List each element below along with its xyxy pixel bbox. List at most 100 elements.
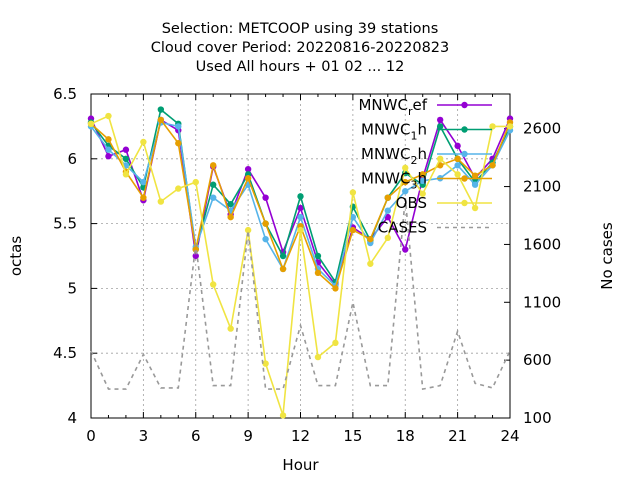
- data-point: [105, 146, 112, 153]
- legend-label-main: MNWC: [361, 170, 410, 188]
- data-point: [210, 162, 217, 169]
- data-point: [314, 353, 322, 361]
- legend-label: MNWC1h: [361, 121, 427, 143]
- legend-label-main: OBS: [396, 194, 427, 212]
- data-point: [122, 171, 130, 178]
- legend-label-main: CASES: [378, 219, 427, 237]
- data-point: [332, 285, 339, 292]
- data-point: [227, 213, 234, 221]
- legend-label: MNWC2h: [361, 145, 427, 167]
- data-point: [489, 123, 496, 130]
- y-tick-label: 5: [67, 279, 77, 297]
- data-point: [175, 140, 182, 147]
- data-point: [349, 213, 357, 221]
- data-point: [454, 142, 461, 150]
- data-point: [402, 164, 409, 172]
- data-point: [384, 194, 391, 201]
- legend-label-sub: 1: [410, 130, 417, 143]
- data-point: [436, 123, 444, 130]
- data-point: [157, 106, 165, 113]
- data-point: [175, 123, 182, 130]
- legend-label: CASES: [378, 219, 427, 237]
- data-point: [314, 269, 322, 277]
- legend-label: MNWCref: [358, 96, 427, 118]
- x-tick-label: 24: [500, 427, 519, 445]
- data-point: [297, 213, 304, 221]
- y2-axis-label: No cases: [598, 222, 616, 290]
- y2-tick-label: 2100: [523, 178, 561, 196]
- series-line: [90, 198, 511, 391]
- y-tick-label: 6.5: [53, 85, 77, 103]
- legend-label-rest: ef: [412, 96, 427, 114]
- data-point: [419, 190, 426, 197]
- data-point: [227, 325, 234, 332]
- data-point: [471, 172, 479, 179]
- legend-label-main: MNWC: [358, 96, 407, 114]
- data-point: [367, 260, 374, 267]
- x-tick-label: 21: [448, 427, 467, 445]
- data-point: [436, 155, 444, 162]
- y2-tick-label: 2600: [523, 120, 561, 138]
- legend-marker: [461, 175, 468, 182]
- series-mnwc-r: [87, 115, 514, 288]
- data-point: [244, 175, 252, 182]
- legend-item: CASES: [378, 219, 492, 237]
- data-point: [436, 116, 444, 124]
- legend-label: OBS: [396, 194, 427, 212]
- data-point: [489, 162, 496, 169]
- x-tick-label: 18: [396, 427, 415, 445]
- y2-tick-label: 1100: [523, 293, 561, 311]
- data-point: [384, 213, 391, 221]
- data-point: [140, 178, 147, 186]
- data-point: [262, 235, 269, 243]
- data-point: [279, 252, 287, 260]
- data-point: [87, 120, 95, 128]
- series-cases: [90, 198, 511, 391]
- data-point: [105, 153, 112, 160]
- series-obs: [87, 112, 514, 419]
- legend-label-main: MNWC: [361, 121, 410, 139]
- data-point: [471, 204, 479, 212]
- data-point: [210, 194, 217, 201]
- data-point: [297, 193, 304, 200]
- legend-item: MNWC2h: [361, 145, 492, 167]
- data-point: [262, 220, 269, 227]
- data-point: [210, 281, 217, 288]
- legend-label-main: MNWC: [361, 145, 410, 163]
- legend-item: MNWC1h: [361, 121, 492, 143]
- data-point: [384, 207, 391, 214]
- x-axis-label: Hour: [282, 456, 319, 474]
- x-tick-label: 12: [291, 427, 310, 445]
- data-point: [402, 178, 409, 186]
- data-point: [279, 265, 287, 273]
- data-point: [140, 138, 147, 146]
- legend-label-sub: 2: [410, 154, 417, 167]
- x-tick-label: 3: [139, 427, 149, 445]
- legend-marker: [461, 101, 468, 109]
- data-point: [506, 123, 514, 130]
- x-tick-label: 9: [243, 427, 253, 445]
- title-line: Cloud cover Period: 20220816-20220823: [151, 40, 450, 56]
- y-tick-label: 5.5: [53, 215, 77, 233]
- data-point: [157, 198, 165, 205]
- y-axis-label: octas: [7, 236, 25, 276]
- data-point: [192, 252, 199, 260]
- legend-label-rest: h: [417, 121, 427, 139]
- y-tick-label: 4.5: [53, 344, 77, 362]
- y-tick-label: 6: [67, 150, 77, 168]
- data-point: [244, 165, 252, 173]
- data-point: [244, 226, 252, 234]
- axes: 0 3 6 9 12 15 18 21 2444.555.566.510060011001600…: [7, 85, 616, 474]
- data-point: [192, 178, 199, 186]
- data-point: [419, 177, 426, 185]
- y2-tick-label: 1600: [523, 235, 561, 253]
- data-point: [122, 155, 130, 162]
- data-point: [402, 188, 409, 195]
- data-point: [175, 185, 182, 192]
- data-point: [157, 116, 165, 124]
- title-line: Used All hours + 01 02 ... 12: [196, 59, 405, 75]
- data-point: [279, 412, 287, 419]
- data-point: [210, 181, 217, 188]
- legend-item: MNWC3h: [361, 170, 492, 192]
